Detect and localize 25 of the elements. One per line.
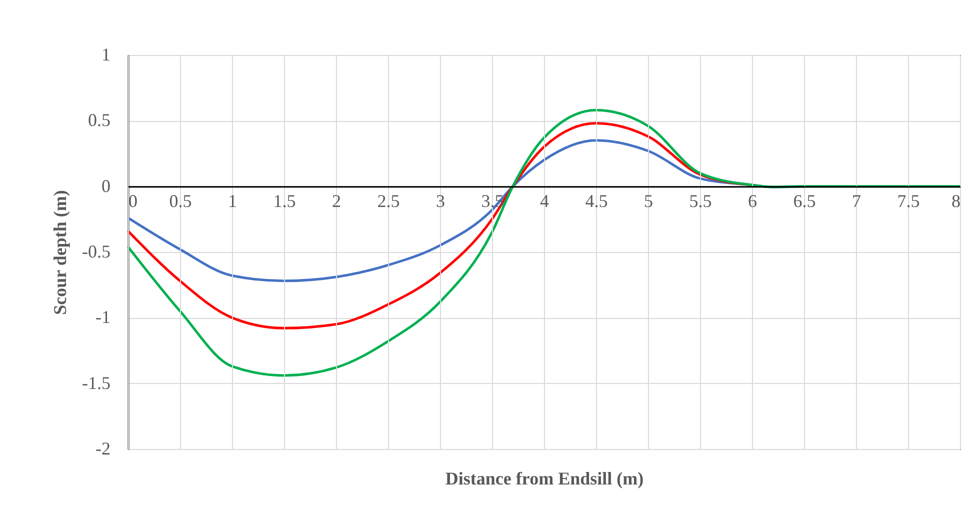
x-tick-label: 1.5 [273, 190, 296, 211]
x-axis-title: Distance from Endsill (m) [445, 468, 644, 488]
x-tick-label: 6 [748, 190, 757, 211]
y-tick-label: -2 [96, 438, 110, 458]
y-axis-title: Scour depth (m) [50, 190, 70, 315]
x-tick-label: 5 [644, 190, 653, 211]
y-tick-label: 0.5 [88, 110, 110, 130]
x-tick-label: 7.5 [897, 190, 920, 211]
y-tick-label: 1 [102, 44, 110, 64]
y-tick-label: -1 [96, 307, 110, 328]
x-tick-label: 0.5 [169, 190, 192, 211]
x-tick-label: 2 [332, 190, 341, 211]
x-tick-label: 4 [540, 190, 549, 211]
x-tick-label: 7 [852, 190, 861, 211]
y-tick-label: 0 [102, 176, 110, 196]
x-tick-label: 2.5 [377, 190, 400, 211]
x-tick-label: 6.5 [793, 190, 816, 211]
y-tick-label: -1.5 [82, 372, 110, 393]
x-tick-label: 1 [228, 190, 237, 211]
x-tick-label: 8 [952, 190, 960, 211]
y-tick-label: -0.5 [82, 242, 110, 262]
x-tick-label: 4.5 [585, 190, 608, 211]
x-tick-label: 3 [436, 190, 445, 211]
x-tick-label: 5.5 [689, 190, 712, 211]
line-series [126, 108, 962, 377]
